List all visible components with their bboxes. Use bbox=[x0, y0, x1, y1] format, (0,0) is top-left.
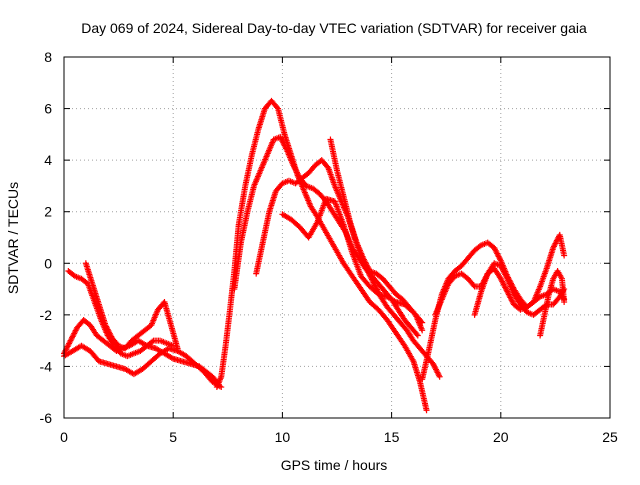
x-tick-label: 5 bbox=[169, 429, 177, 445]
y-tick-label: -4 bbox=[40, 358, 53, 374]
data-point bbox=[174, 345, 181, 352]
data-point bbox=[436, 373, 443, 380]
data-point bbox=[273, 104, 280, 111]
chart-title: Day 069 of 2024, Sidereal Day-to-day VTE… bbox=[81, 20, 587, 36]
data-point bbox=[561, 298, 568, 305]
data-point bbox=[423, 407, 430, 414]
data-points bbox=[61, 97, 568, 414]
y-tick-label: -6 bbox=[40, 410, 53, 426]
y-tick-label: 6 bbox=[44, 101, 52, 117]
data-point bbox=[413, 331, 420, 338]
series-track-9 bbox=[327, 136, 426, 334]
x-axis-label: GPS time / hours bbox=[281, 457, 388, 473]
y-tick-label: 8 bbox=[44, 49, 52, 65]
y-tick-label: 2 bbox=[44, 204, 52, 220]
x-tick-label: 0 bbox=[60, 429, 68, 445]
series-track-4 bbox=[82, 260, 181, 352]
plot-frame bbox=[63, 56, 611, 419]
data-point bbox=[149, 338, 156, 345]
series-track-7 bbox=[253, 157, 443, 380]
data-point bbox=[470, 282, 477, 289]
axis-ticks bbox=[63, 56, 611, 419]
series-track-13 bbox=[537, 268, 568, 339]
series-track-2 bbox=[65, 268, 177, 360]
x-tick-label: 10 bbox=[275, 429, 291, 445]
data-point bbox=[561, 252, 568, 259]
y-tick-label: 0 bbox=[44, 255, 52, 271]
y-tick-label: -2 bbox=[40, 307, 53, 323]
tick-labels: 0 5 10 15 20 25 -6 -4 -2 0 2 4 6 8 bbox=[40, 49, 618, 445]
x-tick-label: 15 bbox=[384, 429, 400, 445]
x-tick-label: 20 bbox=[493, 429, 509, 445]
y-axis-label: SDTVAR / TECUs bbox=[5, 182, 21, 294]
data-point bbox=[414, 332, 421, 339]
x-tick-label: 25 bbox=[602, 429, 618, 445]
y-tick-label: 4 bbox=[44, 152, 52, 168]
data-point bbox=[419, 327, 426, 334]
